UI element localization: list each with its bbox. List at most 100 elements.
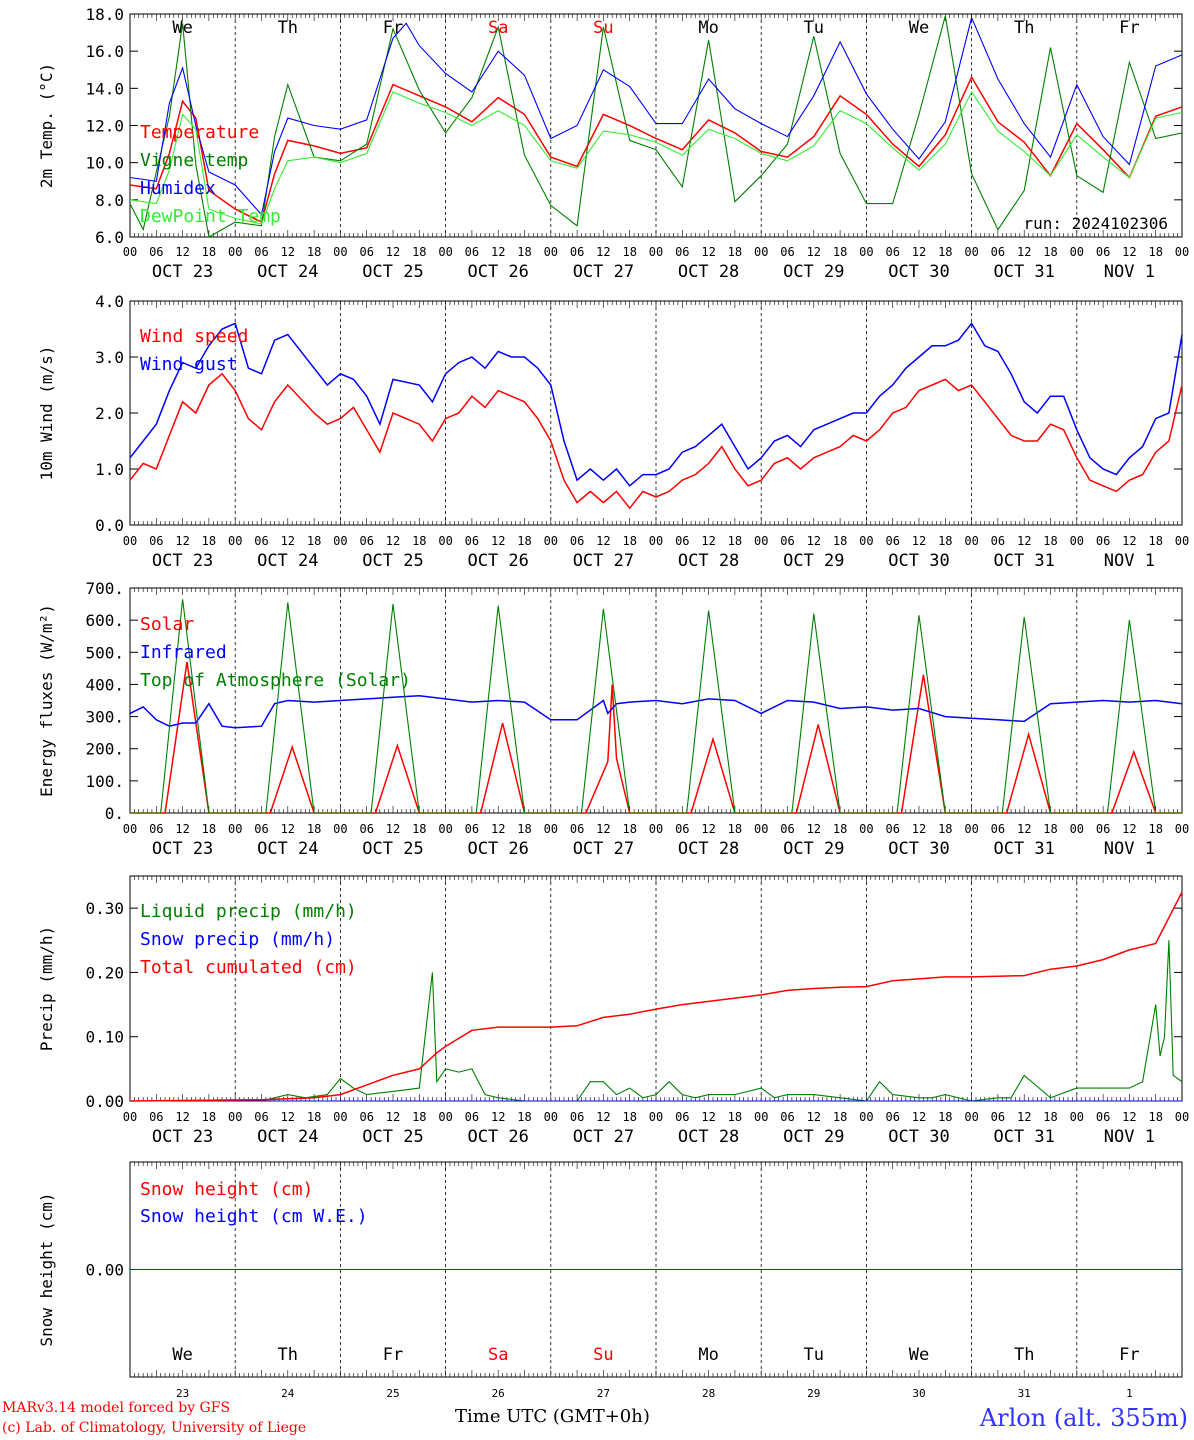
day-number-label: 31 [1018,1387,1031,1400]
date-label: OCT 29 [783,1127,844,1147]
hour-tick-label: 18 [202,245,216,259]
hour-tick-label: 06 [359,822,373,836]
hour-tick-label: 00 [964,1110,978,1124]
legend-entry: Snow height (cm) [140,1179,313,1200]
hour-tick-label: 12 [281,1110,295,1124]
y-tick-label: 0.20 [85,963,124,982]
hour-tick-label: 18 [307,245,321,259]
hour-tick-label: 12 [175,1110,189,1124]
hour-tick-label: 00 [859,245,873,259]
hour-tick-label: 00 [123,534,137,548]
hour-tick-label: 06 [570,822,584,836]
date-label: OCT 28 [678,1127,739,1147]
hour-tick-label: 00 [1175,245,1189,259]
date-label: OCT 25 [362,262,423,282]
weekday-label: Tu [804,1345,824,1365]
hour-tick-label: 00 [544,1110,558,1124]
day-number-label: 1 [1126,1387,1133,1400]
y-axis-title: 10m Wind (m/s) [37,346,56,481]
hour-tick-label: 00 [544,534,558,548]
hour-tick-label: 00 [123,245,137,259]
y-tick-label: 200. [85,740,124,759]
hour-tick-label: 00 [859,1110,873,1124]
day-number-label: 30 [912,1387,925,1400]
legend-entry: Wind gust [140,354,238,375]
hour-tick-label: 06 [570,534,584,548]
hour-tick-label: 12 [912,534,926,548]
date-label: OCT 31 [993,551,1054,571]
hour-tick-label: 06 [991,534,1005,548]
hour-tick-label: 18 [1148,534,1162,548]
date-label: OCT 25 [362,551,423,571]
hour-tick-label: 12 [386,1110,400,1124]
hour-tick-label: 18 [833,1110,847,1124]
date-label: OCT 26 [467,551,528,571]
hour-tick-label: 06 [254,822,268,836]
weekday-label: Mo [698,1345,718,1365]
y-tick-label: 700. [85,579,124,598]
lab-credit: (c) Lab. of Climatology, University of L… [2,1420,307,1436]
weekday-label: Sa [488,1345,508,1365]
date-label: OCT 24 [257,551,318,571]
hour-tick-label: 12 [701,822,715,836]
panel-5: 0.00 Snow height (cm) We Th Fr Sa Su Mo Tu We Th Fr… [37,1161,1183,1400]
weekday-label: Fr [1119,1345,1139,1365]
y-axis-title: 2m Temp. (°C) [37,63,56,188]
plot-frame [129,13,1183,238]
hour-tick-label: 18 [833,822,847,836]
hour-tick-label: 00 [649,1110,663,1124]
run-label: run: 2024102306 [1024,214,1169,233]
hour-tick-label: 00 [964,534,978,548]
panel-3: 0. 100. 200. 300. 400. 500. 600. 700. Energy flu… [37,579,1189,859]
hour-tick-label: 12 [491,245,505,259]
hour-tick-label: 18 [307,822,321,836]
day-number-label: 29 [807,1387,820,1400]
hour-tick-label: 00 [544,245,558,259]
hour-tick-label: 12 [1017,245,1031,259]
panel-1: 6.0 8.0 10.0 12.0 14.0 16.0 18.0 2m Temp. (°C) 0… [37,5,1189,282]
hour-tick-label: 06 [991,245,1005,259]
hour-tick-label: 18 [412,1110,426,1124]
hour-tick-label: 18 [1043,1110,1057,1124]
series-line-dewpoint-temp [129,90,1183,225]
hour-tick-label: 00 [228,245,242,259]
hour-tick-label: 06 [359,534,373,548]
hour-tick-label: 12 [386,534,400,548]
date-label: OCT 23 [152,1127,213,1147]
weekday-label: Th [278,18,298,38]
hour-tick-label: 06 [465,245,479,259]
date-label: OCT 27 [573,551,634,571]
legend-entry: Solar [140,614,194,635]
hour-tick-label: 00 [859,534,873,548]
date-label: OCT 29 [783,551,844,571]
model-credit: MARv3.14 model forced by GFS [2,1400,231,1416]
date-label: OCT 23 [152,551,213,571]
hour-tick-label: 00 [1175,822,1189,836]
hour-tick-label: 06 [570,1110,584,1124]
hour-tick-label: 12 [491,534,505,548]
hour-tick-label: 18 [1043,245,1057,259]
date-label: OCT 31 [993,839,1054,859]
weekday-label: Th [1014,1345,1034,1365]
hour-tick-label: 12 [596,1110,610,1124]
hour-tick-label: 00 [228,822,242,836]
hour-tick-label: 00 [964,245,978,259]
hour-tick-label: 18 [1148,245,1162,259]
hour-tick-label: 12 [596,534,610,548]
date-label: OCT 28 [678,551,739,571]
hour-tick-label: 18 [622,245,636,259]
hour-tick-label: 00 [754,534,768,548]
hour-tick-label: 18 [517,245,531,259]
y-tick-label: 16.0 [85,42,124,61]
date-label: NOV 1 [1104,1127,1155,1147]
y-tick-label: 500. [85,643,124,662]
hour-tick-label: 18 [728,534,742,548]
hour-tick-label: 06 [1096,1110,1110,1124]
hour-tick-label: 06 [991,1110,1005,1124]
date-label: OCT 23 [152,839,213,859]
hour-tick-label: 18 [1043,822,1057,836]
weekday-label: We [909,1345,929,1365]
y-tick-label: 4.0 [95,292,124,311]
hour-tick-label: 00 [1070,534,1084,548]
hour-tick-label: 18 [622,822,636,836]
